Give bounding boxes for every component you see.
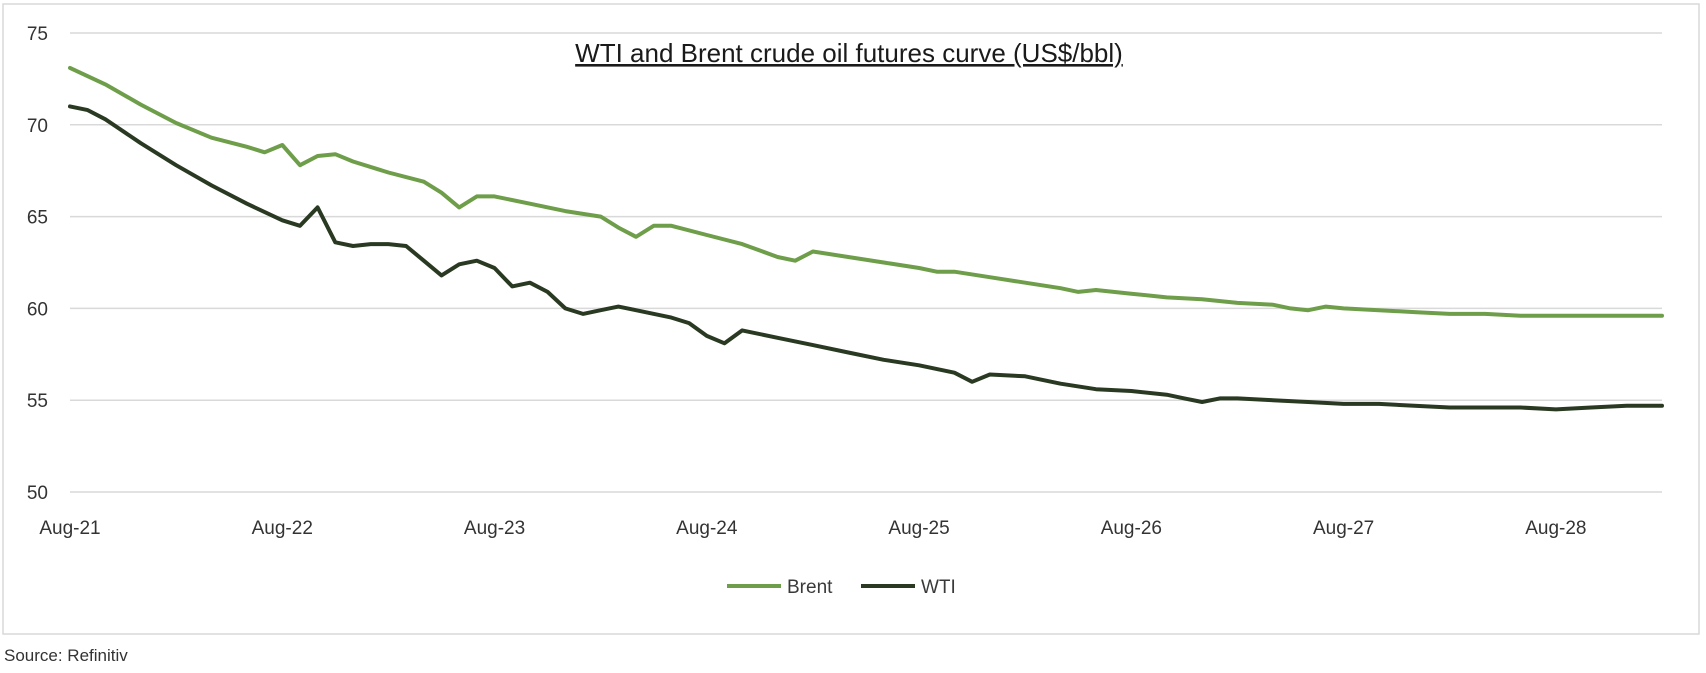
x-tick-label: Aug-28: [1525, 518, 1586, 539]
y-tick-label: 70: [27, 116, 48, 137]
legend-label-brent: Brent: [787, 577, 833, 598]
x-tick-label: Aug-24: [676, 518, 738, 539]
chart-border: [2, 3, 1700, 635]
legend-label-wti: WTI: [921, 577, 956, 598]
x-tick-label: Aug-22: [252, 518, 313, 539]
x-tick-label: Aug-26: [1101, 518, 1162, 539]
y-tick-label: 75: [27, 24, 48, 45]
series-line-brent: [68, 65, 1664, 318]
chart-title: WTI and Brent crude oil futures curve (U…: [575, 38, 1123, 68]
y-tick-label: 50: [27, 483, 48, 504]
source-note: Source: Refinitiv: [4, 646, 128, 665]
x-tick-label: Aug-23: [464, 518, 525, 539]
y-tick-label: 60: [27, 299, 48, 320]
series-line-wti: [68, 104, 1664, 412]
y-tick-label: 55: [27, 391, 48, 412]
x-tick-label: Aug-25: [888, 518, 949, 539]
y-tick-label: 65: [27, 208, 48, 229]
series-lines: [68, 65, 1664, 412]
legend: Brent WTI: [727, 577, 956, 598]
x-tick-label: Aug-27: [1313, 518, 1374, 539]
y-axis-tick-labels: 50 55 60 65 70 75: [27, 24, 48, 504]
x-axis-tick-labels: Aug-21 Aug-22 Aug-23 Aug-24 Aug-25 Aug-26 Aug-…: [39, 518, 1586, 539]
gridlines: [70, 32, 1662, 493]
x-tick-label: Aug-21: [39, 518, 100, 539]
